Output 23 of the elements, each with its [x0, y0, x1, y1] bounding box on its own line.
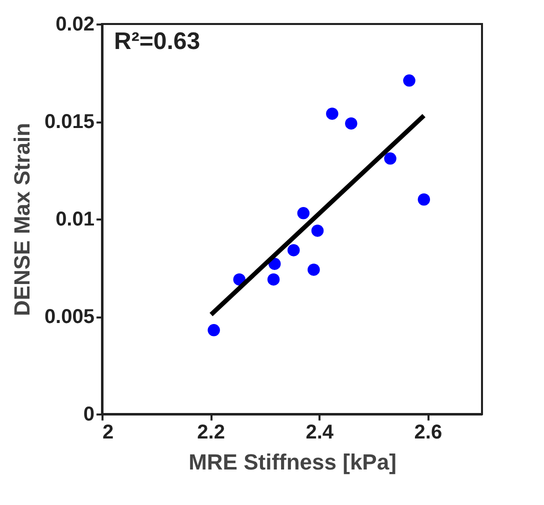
point — [326, 108, 338, 120]
point — [311, 224, 324, 237]
annotation: R²=0.63 — [114, 28, 200, 55]
point — [345, 117, 358, 130]
y-tick-label: 0.01 — [56, 208, 94, 230]
point — [384, 152, 396, 165]
y-tick-label: 0.015 — [44, 111, 94, 133]
x-tick-label: 2.2 — [197, 422, 225, 444]
point — [267, 273, 280, 286]
point — [288, 244, 300, 256]
y-tick-label: 0 — [83, 404, 94, 426]
x-tick-label: 2.4 — [306, 422, 334, 444]
x-axis-title: MRE Stiffness [kPa] — [188, 450, 396, 474]
x-tick-label: 2 — [102, 422, 114, 444]
y-tick-label: 0.005 — [44, 306, 94, 328]
point — [208, 324, 220, 336]
x-tick-label: 2.6 — [414, 422, 442, 444]
y-tick-label: 0.02 — [56, 14, 94, 36]
point — [308, 264, 320, 276]
point — [403, 74, 416, 87]
y-axis-title: DENSE Max Strain — [9, 122, 34, 316]
point — [297, 207, 310, 220]
point — [418, 193, 430, 206]
